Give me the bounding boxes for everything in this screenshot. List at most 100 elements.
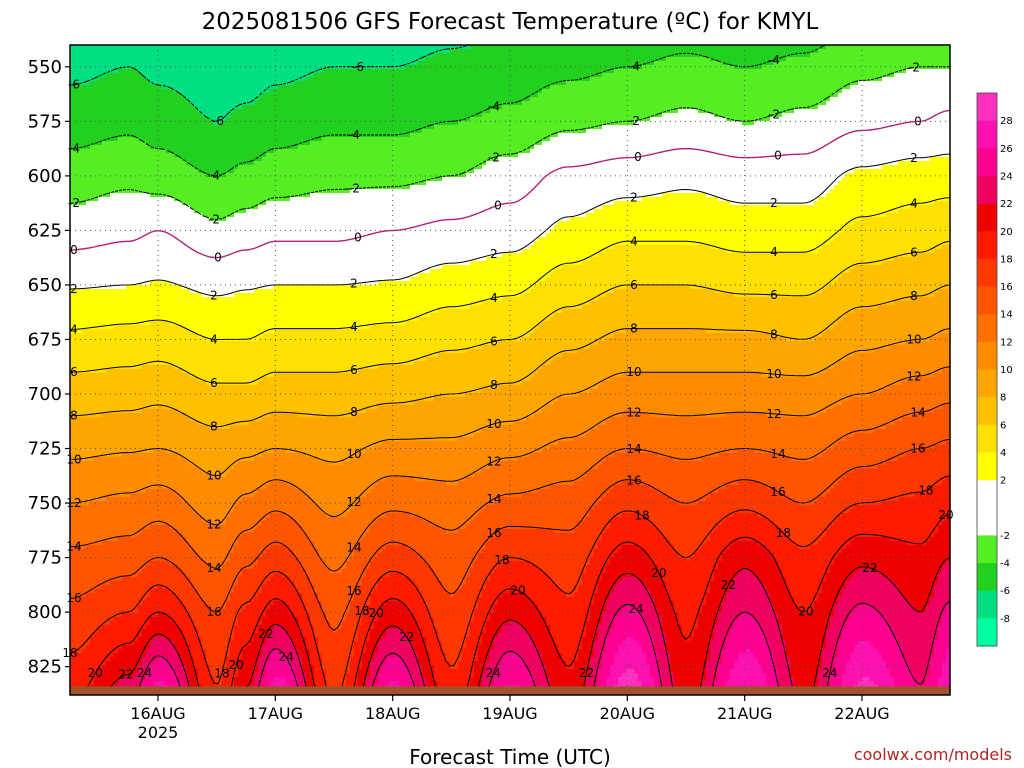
temperature-cell	[358, 629, 371, 634]
temperature-cell	[578, 649, 595, 654]
temperature-cell	[186, 457, 255, 462]
temperature-cell	[774, 665, 791, 670]
temperature-cell	[634, 669, 651, 674]
temperature-cell	[874, 681, 895, 686]
temperature-cell	[294, 645, 307, 650]
temperature-cell	[70, 117, 211, 122]
temperature-cell	[158, 485, 163, 490]
temperature-cell	[70, 221, 559, 226]
temperature-cell	[366, 493, 523, 498]
temperature-cell	[666, 585, 711, 590]
temperature-cell	[70, 473, 211, 478]
temperature-cell	[706, 665, 719, 670]
temperature-cell	[350, 609, 367, 614]
temperature-cell	[482, 637, 495, 642]
colorbar-swatch	[977, 231, 997, 260]
temperature-cell	[530, 333, 615, 338]
temperature-cell	[186, 669, 199, 674]
y-tick-label: 725	[28, 439, 62, 460]
temperature-cell	[834, 485, 935, 490]
temperature-cell	[294, 581, 311, 586]
temperature-cell	[606, 677, 619, 682]
temperature-cell	[650, 633, 667, 638]
temperature-cell	[646, 585, 667, 590]
temperature-cell	[718, 489, 775, 494]
contour-label: 2	[70, 282, 78, 296]
contour-line-4	[69, 197, 951, 340]
temperature-cell	[70, 241, 535, 246]
temperature-cell	[294, 553, 319, 558]
temperature-cell	[366, 649, 379, 654]
temperature-cell	[674, 545, 703, 550]
temperature-cell	[70, 321, 151, 326]
temperature-cell	[350, 669, 359, 674]
temperature-cell	[542, 657, 563, 662]
contour-label: 2	[210, 289, 218, 303]
temperature-cell	[302, 661, 311, 666]
temperature-cell	[226, 665, 239, 670]
temperature-cell	[266, 661, 291, 666]
temperature-cell	[310, 193, 663, 198]
temperature-cell	[182, 369, 359, 374]
temperature-cell	[470, 681, 483, 686]
temperature-cell	[442, 641, 467, 646]
temperature-cell	[410, 185, 835, 190]
temperature-cell	[798, 605, 815, 610]
contour-label: -2	[768, 108, 780, 122]
temperature-cell	[942, 245, 951, 250]
temperature-cell	[438, 629, 471, 634]
temperature-cell	[650, 673, 663, 678]
temperature-cell	[238, 581, 267, 586]
temperature-cell	[182, 629, 199, 634]
temperature-cell	[858, 81, 951, 86]
temperature-cell	[138, 573, 187, 578]
temperature-cell	[786, 645, 827, 650]
temperature-cell	[582, 477, 843, 482]
temperature-cell	[858, 681, 875, 686]
temperature-cell	[842, 89, 951, 94]
temperature-cell	[70, 621, 111, 626]
temperature-cell	[70, 365, 143, 370]
temperature-cell	[930, 661, 943, 666]
temperature-cell	[610, 669, 627, 674]
temperature-cell	[258, 557, 299, 562]
temperature-cell	[430, 269, 555, 274]
temperature-cell	[894, 301, 951, 306]
temperature-cell	[610, 633, 651, 638]
temperature-cell	[314, 545, 359, 550]
contour-label: 0	[214, 251, 222, 265]
temperature-cell	[70, 513, 199, 518]
temperature-cell	[942, 369, 951, 374]
temperature-cell	[942, 613, 951, 618]
temperature-cell	[586, 569, 607, 574]
temperature-cell	[890, 625, 939, 630]
temperature-cell	[818, 541, 851, 546]
temperature-cell	[498, 565, 539, 570]
contour-label: 16	[626, 473, 641, 487]
temperature-cell	[370, 669, 383, 674]
temperature-cell	[738, 573, 755, 578]
temperature-cell	[838, 517, 947, 522]
temperature-cell	[326, 513, 347, 518]
temperature-cell	[854, 609, 879, 614]
temperature-cell	[322, 661, 351, 666]
temperature-cell	[386, 545, 407, 550]
temperature-cell	[934, 585, 951, 590]
chart-title: 2025081506 GFS Forecast Temperature (ºC)…	[202, 9, 819, 35]
temperature-cell	[734, 513, 759, 518]
contour-label: 24	[278, 650, 293, 664]
temperature-cell	[282, 625, 299, 630]
temperature-cell	[206, 661, 227, 666]
temperature-cell	[194, 665, 211, 670]
temperature-cell	[786, 649, 823, 654]
temperature-cell	[174, 645, 191, 650]
temperature-cell	[542, 661, 567, 666]
temperature-cell	[542, 141, 951, 146]
temperature-cell	[98, 669, 139, 674]
temperature-cell	[678, 553, 695, 558]
temperature-cell	[658, 657, 671, 662]
temperature-cell	[906, 661, 931, 666]
temperature-cell	[486, 629, 503, 634]
x-tick-label: 22AUG	[834, 704, 889, 723]
temperature-cell	[846, 661, 887, 666]
